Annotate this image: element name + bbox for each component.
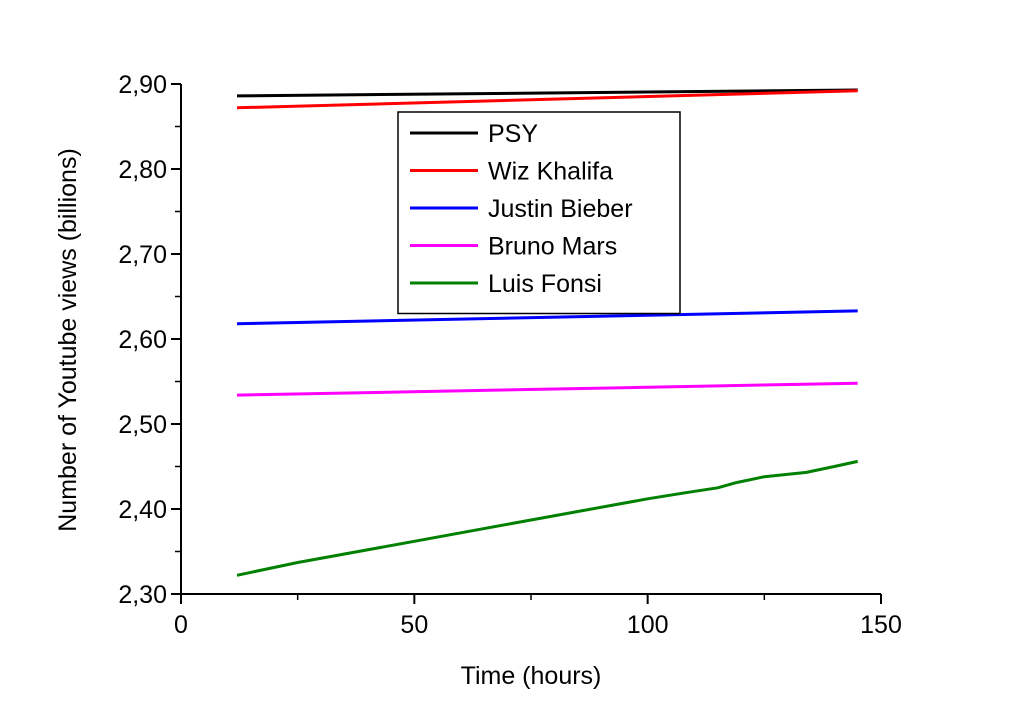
legend-box [397,111,681,315]
series-line-justin-bieber [236,309,858,326]
series-layer [236,88,859,577]
y-tick-label: 2,40 [118,496,167,524]
legend-label-bruno-mars: Bruno Mars [488,233,617,261]
legend-label-luis-fonsi: Luis Fonsi [488,270,602,298]
axes: 0 50 100 150 2,30 2,40 2,50 2,60 2,70 2,80 2,90 [118,71,902,639]
x-tick-label: 50 [400,611,428,639]
x-tick-label: 100 [627,611,669,639]
series-line-luis-fonsi [236,459,859,577]
y-tick-label: 2,70 [118,241,167,269]
legend-label-justin-bieber: Justin Bieber [488,195,633,223]
x-axis-title: Time (hours) [461,662,602,690]
y-tick-label: 2,50 [118,411,167,439]
series-line-wiz-khalifa [236,89,858,110]
y-tick-label: 2,80 [118,156,167,184]
x-tick-label: 150 [860,611,902,639]
y-axis-title: Number of Youtube views (billions) [54,148,82,532]
x-tick-label: 0 [174,611,188,639]
legend: PSY Wiz Khalifa Justin Bieber Bruno Mars Lui… [397,111,681,315]
y-tick-label: 2,60 [118,326,167,354]
series-line-bruno-mars [236,381,858,397]
series-line-psy [236,88,858,98]
y-tick-label: 2,30 [118,581,167,609]
y-tick-label: 2,90 [118,71,167,99]
legend-label-wiz-khalifa: Wiz Khalifa [488,158,613,186]
legend-label-psy: PSY [488,120,538,148]
